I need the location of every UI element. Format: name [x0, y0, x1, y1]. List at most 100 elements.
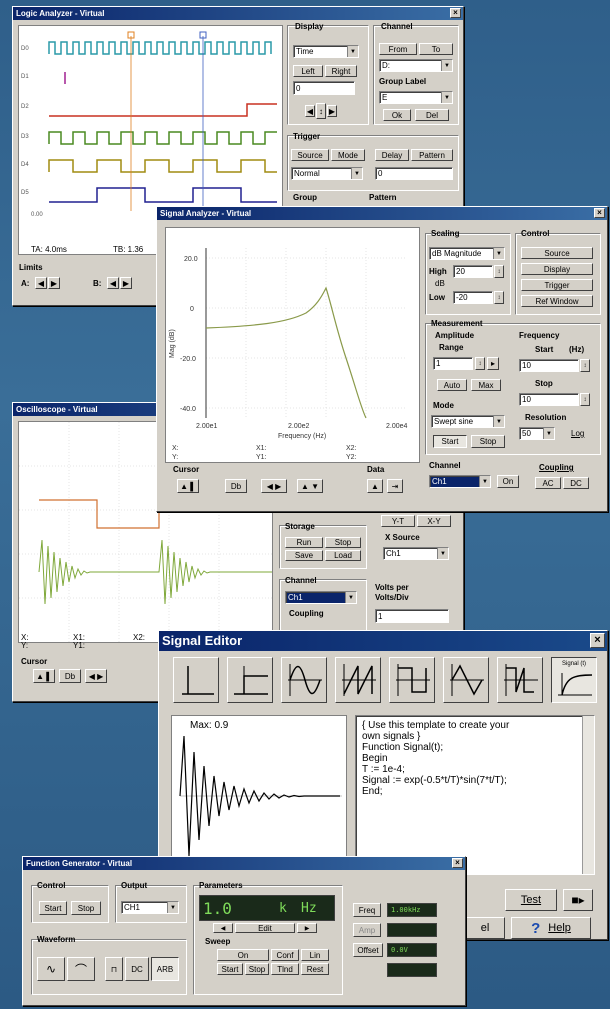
high-field[interactable]: 20	[453, 265, 493, 278]
channel-select[interactable]: Ch1	[429, 475, 491, 488]
code-scrollbar[interactable]	[582, 716, 594, 874]
channel-select[interactable]: D:	[379, 59, 453, 72]
logic-analyzer-titlebar[interactable]: Logic Analyzer - Virtual ×	[13, 7, 463, 20]
start-button[interactable]: Start	[433, 435, 467, 448]
range-spin[interactable]: ↕	[475, 357, 485, 370]
b-left-button[interactable]: ◀	[107, 277, 119, 289]
resolution-select[interactable]: 50	[519, 427, 555, 440]
cursor-a-button[interactable]: ▲ ▌	[177, 479, 199, 493]
sine-icon[interactable]	[281, 657, 327, 703]
from-button[interactable]: From	[379, 43, 417, 55]
delay-value-field[interactable]: 0	[375, 167, 453, 180]
mode-select[interactable]: Swept sine	[431, 415, 505, 428]
arrow-right-button[interactable]: ▶	[327, 105, 337, 117]
start-button[interactable]: Start	[39, 901, 67, 915]
stop-frequency-spin[interactable]: ↕	[580, 393, 590, 406]
sweep-lin-button[interactable]: Lin	[301, 949, 329, 961]
stop-button[interactable]: Stop	[325, 537, 361, 548]
a-right-button[interactable]: ▶	[48, 277, 60, 289]
arrow-left-button[interactable]: ◀	[305, 105, 315, 117]
del-button[interactable]: Del	[415, 109, 449, 121]
pulse-icon[interactable]	[497, 657, 543, 703]
output-select[interactable]: CH1	[121, 901, 179, 914]
square-icon[interactable]	[389, 657, 435, 703]
right-button[interactable]: Right	[325, 65, 357, 77]
cursor-db-button[interactable]: Db	[59, 669, 81, 683]
ref-window-button[interactable]: Ref Window	[521, 295, 593, 307]
impulse-icon[interactable]	[173, 657, 219, 703]
b-right-button[interactable]: ▶	[120, 277, 132, 289]
high-spin[interactable]: ↕	[494, 265, 504, 278]
pattern-button[interactable]: Pattern	[411, 149, 453, 161]
source-button[interactable]: Source	[521, 247, 593, 259]
ac-button[interactable]: AC	[535, 477, 561, 489]
cursor-ud-button[interactable]: ▲ ▼	[297, 479, 323, 493]
left-button[interactable]: Left	[293, 65, 323, 77]
a-left-button[interactable]: ◀	[35, 277, 47, 289]
yt-button[interactable]: Y-T	[381, 515, 415, 527]
edit-button[interactable]: Edit	[235, 923, 295, 933]
delay-button[interactable]: Delay	[375, 149, 409, 161]
sweep-on-button[interactable]: On	[217, 949, 269, 961]
start-frequency-spin[interactable]: ↕	[580, 359, 590, 372]
square-wave-button[interactable]: ⊓	[105, 957, 123, 981]
param-up-button[interactable]: ▶	[297, 923, 317, 933]
range-increase[interactable]: ▸	[487, 357, 499, 370]
close-icon[interactable]: ×	[594, 208, 605, 218]
dc-button[interactable]: DC	[563, 477, 589, 489]
stop-button[interactable]: Stop	[471, 435, 505, 448]
amp-button[interactable]: Amp	[353, 923, 381, 937]
display-button[interactable]: Display	[521, 263, 593, 275]
stop-frequency-field[interactable]: 10	[519, 393, 579, 406]
close-icon[interactable]: ×	[450, 8, 461, 18]
spectrum-plot[interactable]: 20.0 0 -20.0 -40.0 2.00e1 2.00e2 2.00e4 …	[165, 227, 420, 463]
mode-button[interactable]: Mode	[331, 149, 365, 161]
data-export-button[interactable]: ⇥	[387, 479, 403, 493]
cursor-lr-button[interactable]: ◀ ▶	[85, 669, 107, 683]
cursor-marker-a[interactable]	[127, 31, 135, 39]
max-button[interactable]: Max	[471, 379, 501, 391]
signal-analyzer-titlebar[interactable]: Signal Analyzer - Virtual ×	[157, 207, 607, 220]
help-button[interactable]: ? Help	[511, 917, 591, 939]
arrow-updown-button[interactable]: ↕	[316, 103, 326, 119]
close-icon[interactable]: ×	[590, 633, 605, 648]
offset-button[interactable]: Offset	[353, 943, 383, 957]
signal-editor-titlebar[interactable]: Signal Editor ×	[159, 631, 607, 651]
test-button[interactable]: Test	[505, 889, 557, 911]
volts-value-field[interactable]: 1	[375, 609, 449, 623]
sweep-rest-button[interactable]: Rest	[301, 963, 329, 975]
cancel-button[interactable]: el	[465, 917, 505, 939]
param-down-button[interactable]: ◀	[213, 923, 233, 933]
ok-button[interactable]: Ok	[383, 109, 411, 121]
start-frequency-field[interactable]: 10	[519, 359, 579, 372]
freq-button[interactable]: Freq	[353, 903, 381, 917]
camera-icon[interactable]: ■▸	[563, 889, 593, 911]
to-button[interactable]: To	[419, 43, 453, 55]
sweep-conf-button[interactable]: Conf	[271, 949, 299, 961]
arb-button[interactable]: ARB	[151, 957, 179, 981]
stop-button[interactable]: Stop	[71, 901, 101, 915]
group-label-select[interactable]: E	[379, 91, 453, 104]
range-field[interactable]: 1	[433, 357, 473, 370]
x-source-select[interactable]: Ch1	[383, 547, 449, 560]
custom-signal-icon[interactable]: Signal (t)	[551, 657, 597, 703]
triangle-wave-button[interactable]: ⌒	[67, 957, 95, 981]
channel-toggle[interactable]: On	[497, 475, 519, 488]
sweep-tind-button[interactable]: Tlnd	[271, 963, 299, 975]
code-editor[interactable]: { Use this template to create your own s…	[355, 715, 595, 875]
trigger-button[interactable]: Trigger	[521, 279, 593, 291]
close-icon[interactable]: ×	[452, 858, 463, 868]
scaling-select[interactable]: dB Magnitude	[429, 247, 505, 260]
cursor-marker-b[interactable]	[199, 31, 207, 39]
sine-wave-button[interactable]: ∿	[37, 957, 65, 981]
auto-button[interactable]: Auto	[437, 379, 467, 391]
cursor-a-button[interactable]: ▲ ▌	[33, 669, 55, 683]
scope-channel-select[interactable]: Ch1	[285, 591, 357, 604]
xy-button[interactable]: X-Y	[417, 515, 451, 527]
sweep-start-button[interactable]: Start	[217, 963, 243, 975]
cursor-lr-button[interactable]: ◀ ▶	[261, 479, 287, 493]
triangle-icon[interactable]	[443, 657, 489, 703]
sweep-stop-button[interactable]: Stop	[245, 963, 269, 975]
load-button[interactable]: Load	[325, 550, 361, 561]
dc-button[interactable]: DC	[125, 957, 149, 981]
